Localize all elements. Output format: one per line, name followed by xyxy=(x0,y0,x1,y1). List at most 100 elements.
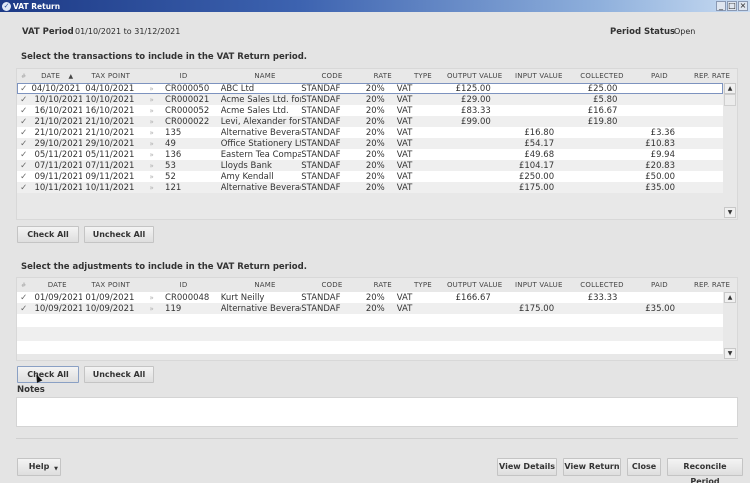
table-row[interactable]: ✓ 01/09/2021 01/09/2021 » CR000048 Kurt … xyxy=(17,292,723,303)
column-header-code[interactable]: CODE xyxy=(321,72,343,80)
transactions-uncheck-all-button[interactable]: Uncheck All xyxy=(84,226,154,243)
row-id: CR000022 xyxy=(165,116,210,127)
drilldown-arrow-icon[interactable]: » xyxy=(149,304,154,313)
column-header-input-value[interactable]: INPUT VALUE xyxy=(515,281,563,289)
column-header-check[interactable]: # xyxy=(21,281,27,289)
column-header-name[interactable]: NAME xyxy=(254,281,276,289)
row-checkbox[interactable]: ✓ xyxy=(20,94,28,105)
close-window-button[interactable]: × xyxy=(738,1,748,11)
table-row[interactable]: ✓ 21/10/2021 21/10/2021 » 135 Alternativ… xyxy=(17,127,723,138)
row-checkbox[interactable]: ✓ xyxy=(20,182,28,193)
reconcile-period-button[interactable]: Reconcile Period xyxy=(667,458,743,483)
table-row[interactable]: ✓ 07/11/2021 07/11/2021 » 53 Lloyds Bank… xyxy=(17,160,723,171)
table-row[interactable]: ✓ 10/10/2021 10/10/2021 » CR000021 Acme … xyxy=(17,94,723,105)
row-checkbox[interactable]: ✓ xyxy=(20,105,28,116)
view-details-button[interactable]: View Details xyxy=(497,458,557,476)
row-code: STANDAF xyxy=(301,127,341,138)
row-code: STANDAF xyxy=(301,105,341,116)
row-output-value: £125.00 xyxy=(455,83,491,94)
column-header-rate[interactable]: RATE xyxy=(373,281,392,289)
adjustments-grid: # DATE TAX POINT ID NAME CODE RATE TYPE … xyxy=(16,277,738,361)
scroll-up-button[interactable]: ▲ xyxy=(724,292,736,303)
row-type: VAT xyxy=(396,127,413,138)
row-id: 53 xyxy=(165,160,176,171)
drilldown-arrow-icon[interactable]: » xyxy=(149,139,154,148)
table-row[interactable]: ✓ 29/10/2021 29/10/2021 » 49 Office Stat… xyxy=(17,138,723,149)
scroll-down-button[interactable]: ▼ xyxy=(724,348,736,359)
row-checkbox[interactable]: ✓ xyxy=(20,127,28,138)
drilldown-arrow-icon[interactable]: » xyxy=(149,161,154,170)
help-button[interactable]: Help ▼ xyxy=(17,458,61,476)
window-titlebar: ✓ VAT Return _ □ × xyxy=(0,0,750,12)
table-row[interactable]: ✓ 16/10/2021 16/10/2021 » CR000052 Acme … xyxy=(17,105,723,116)
table-row[interactable]: ✓ 10/11/2021 10/11/2021 » 121 Alternativ… xyxy=(17,182,723,193)
column-header-output-value[interactable]: OUTPUT VALUE xyxy=(446,281,503,289)
column-header-paid[interactable]: PAID xyxy=(651,281,668,289)
scroll-up-button[interactable]: ▲ xyxy=(724,83,736,94)
row-code: STANDAF xyxy=(301,138,341,149)
drilldown-arrow-icon[interactable]: » xyxy=(149,293,154,302)
row-checkbox[interactable]: ✓ xyxy=(20,160,28,171)
scrollbar-thumb[interactable] xyxy=(724,94,736,106)
transactions-instruction: Select the transactions to include in th… xyxy=(21,52,308,62)
close-button[interactable]: Close xyxy=(627,458,661,476)
row-checkbox[interactable]: ✓ xyxy=(20,149,28,160)
drilldown-arrow-icon[interactable]: » xyxy=(149,128,154,137)
scroll-down-button[interactable]: ▼ xyxy=(724,207,736,218)
row-checkbox[interactable]: ✓ xyxy=(20,303,28,314)
column-header-type[interactable]: TYPE xyxy=(413,281,432,289)
column-header-tax-point[interactable]: TAX POINT xyxy=(91,72,131,80)
table-row[interactable]: ✓ 21/10/2021 21/10/2021 » CR000022 Levi,… xyxy=(17,116,723,127)
row-rate: 20% xyxy=(365,149,385,160)
drilldown-arrow-icon[interactable]: » xyxy=(149,150,154,159)
period-status-value: Open xyxy=(674,27,696,36)
row-checkbox[interactable]: ✓ xyxy=(20,292,28,303)
table-row[interactable]: ✓ 10/09/2021 10/09/2021 » 119 Alternativ… xyxy=(17,303,723,314)
notes-textarea[interactable] xyxy=(16,397,738,427)
row-collected: £25.00 xyxy=(587,83,618,94)
column-header-date[interactable]: DATE xyxy=(47,281,67,289)
row-checkbox[interactable]: ✓ xyxy=(20,83,28,94)
row-type: VAT xyxy=(396,292,413,303)
drilldown-arrow-icon[interactable]: » xyxy=(149,95,154,104)
column-header-name[interactable]: NAME xyxy=(254,72,276,80)
column-header-rep-rate[interactable]: REP. RATE xyxy=(693,72,731,80)
drilldown-arrow-icon[interactable]: » xyxy=(149,172,154,181)
minimize-button[interactable]: _ xyxy=(716,1,726,11)
view-return-button[interactable]: View Return xyxy=(563,458,621,476)
drilldown-arrow-icon[interactable]: » xyxy=(149,106,154,115)
column-header-code[interactable]: CODE xyxy=(321,281,343,289)
table-row[interactable]: ✓ 05/11/2021 05/11/2021 » 136 Eastern Te… xyxy=(17,149,723,160)
drilldown-arrow-icon[interactable]: » xyxy=(149,183,154,192)
table-row[interactable]: ✓ 04/10/2021 04/10/2021 » CR000050 ABC L… xyxy=(17,83,723,94)
row-checkbox[interactable]: ✓ xyxy=(20,171,28,182)
table-row[interactable]: ✓ 09/11/2021 09/11/2021 » 52 Amy Kendall… xyxy=(17,171,723,182)
drilldown-arrow-icon[interactable]: » xyxy=(149,117,154,126)
column-header-date[interactable]: DATE ▲ xyxy=(30,72,84,80)
column-header-paid[interactable]: PAID xyxy=(651,72,668,80)
window-controls: _ □ × xyxy=(716,1,748,11)
column-header-collected[interactable]: COLLECTED xyxy=(580,72,624,80)
column-header-rep-rate[interactable]: REP. RATE xyxy=(693,281,731,289)
row-id: 49 xyxy=(165,138,176,149)
drilldown-arrow-icon[interactable]: » xyxy=(149,84,154,93)
column-header-id[interactable]: ID xyxy=(179,72,188,80)
column-header-rate[interactable]: RATE xyxy=(373,72,392,80)
column-header-type[interactable]: TYPE xyxy=(413,72,432,80)
column-header-output-value[interactable]: OUTPUT VALUE xyxy=(446,72,503,80)
column-header-id[interactable]: ID xyxy=(179,281,188,289)
transactions-check-all-button[interactable]: Check All xyxy=(17,226,79,243)
column-header-input-value[interactable]: INPUT VALUE xyxy=(515,72,563,80)
row-date: 09/11/2021 xyxy=(34,171,83,182)
column-header-collected[interactable]: COLLECTED xyxy=(580,281,624,289)
column-header-tax-point[interactable]: TAX POINT xyxy=(91,281,131,289)
row-rate: 20% xyxy=(365,116,385,127)
column-header-check[interactable]: # xyxy=(21,72,27,80)
row-name: Lloyds Bank xyxy=(220,160,272,171)
row-checkbox[interactable]: ✓ xyxy=(20,116,28,127)
row-tax-point: 04/10/2021 xyxy=(85,83,135,94)
adjustments-uncheck-all-button[interactable]: Uncheck All xyxy=(84,366,154,383)
maximize-button[interactable]: □ xyxy=(727,1,737,11)
adjustments-check-all-button[interactable]: Check All xyxy=(17,366,79,383)
row-checkbox[interactable]: ✓ xyxy=(20,138,28,149)
